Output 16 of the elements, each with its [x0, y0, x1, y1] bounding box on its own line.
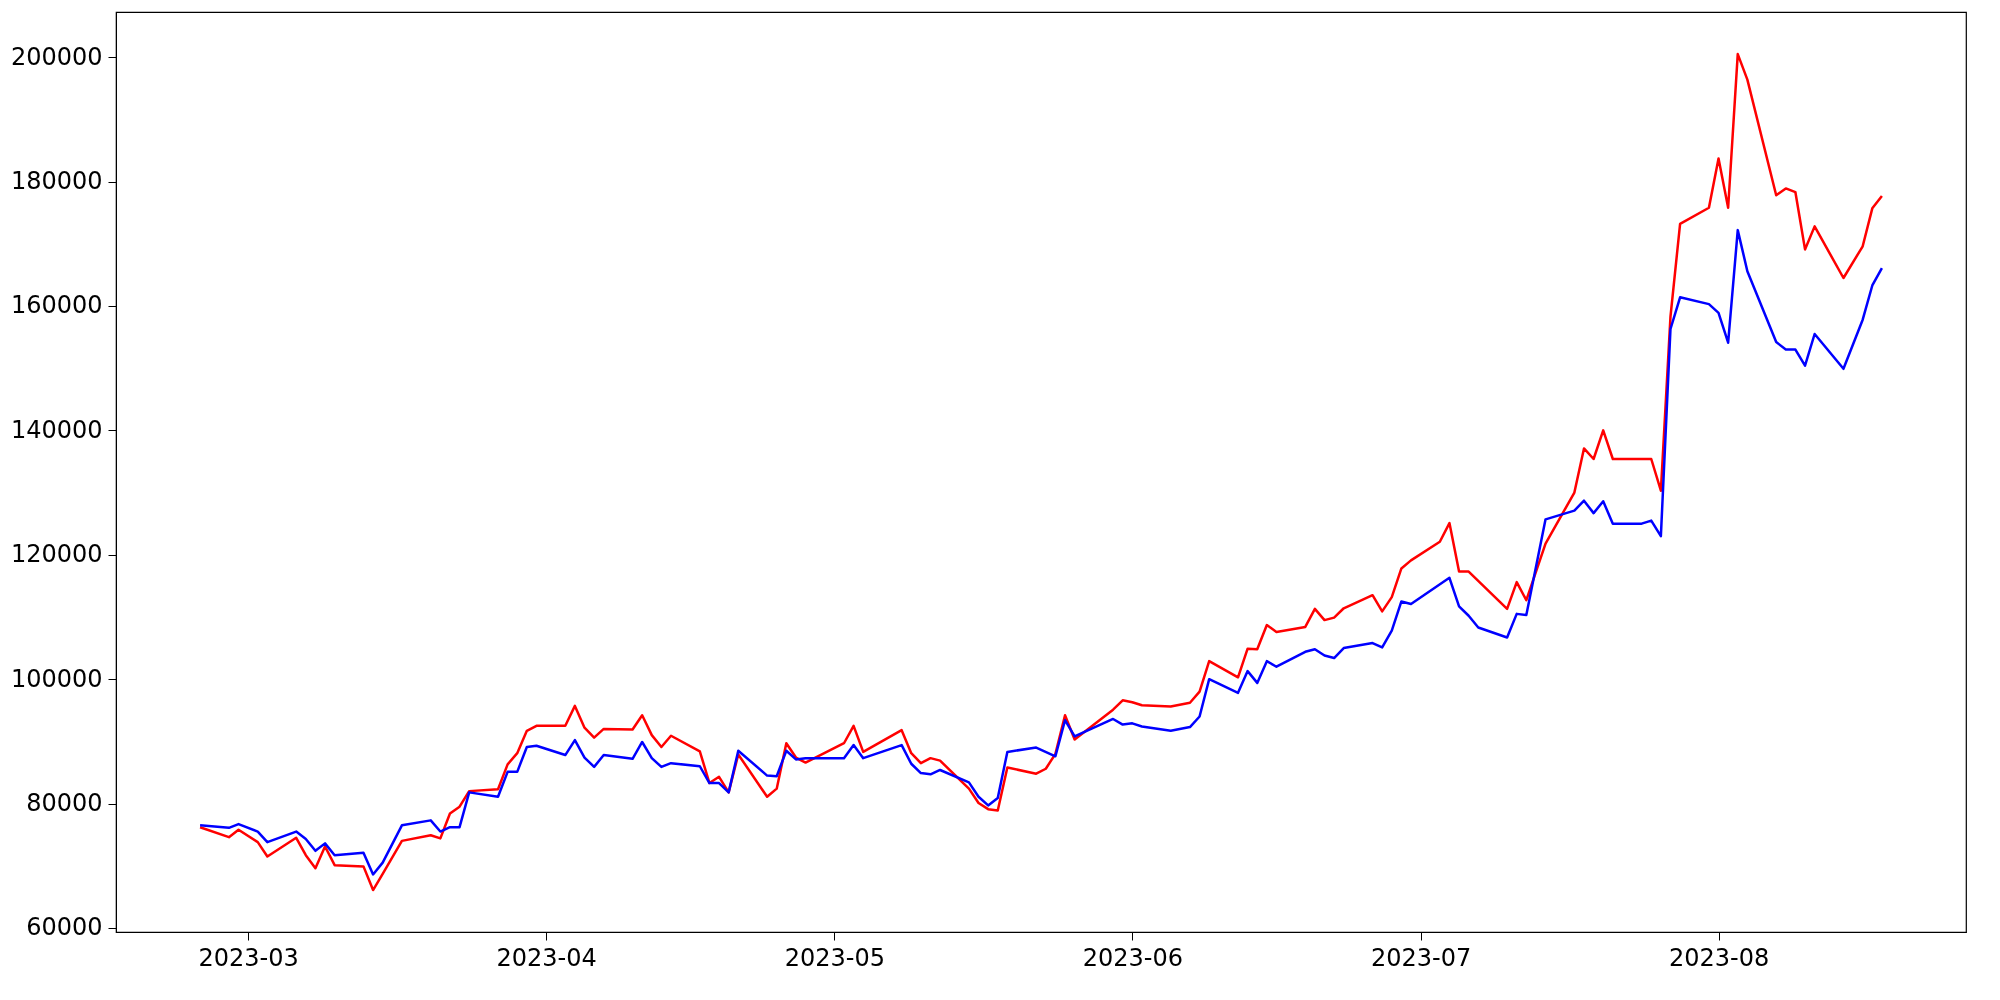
x-tick-label: 2023-06 — [1082, 943, 1183, 972]
y-tick-label: 80000 — [26, 789, 103, 818]
y-tick-label: 120000 — [10, 540, 103, 569]
x-tick-label: 2023-04 — [496, 943, 597, 972]
y-tick-label: 200000 — [10, 42, 103, 71]
y-tick-label: 100000 — [10, 664, 103, 693]
y-tick-label: 140000 — [10, 415, 103, 444]
y-tick-label: 60000 — [26, 913, 103, 942]
line-series — [198, 228, 1884, 876]
x-tick-label: 2023-07 — [1370, 943, 1472, 972]
line-series — [198, 52, 1884, 892]
x-tick-label: 2023-08 — [1668, 943, 1770, 972]
y-tick-label: 180000 — [10, 167, 103, 196]
x-tick-label: 2023-03 — [198, 943, 299, 972]
y-tick-label: 160000 — [10, 291, 103, 320]
x-tick-label: 2023-05 — [784, 943, 886, 972]
